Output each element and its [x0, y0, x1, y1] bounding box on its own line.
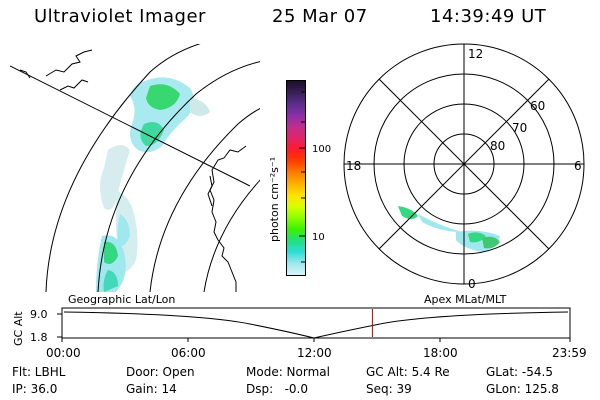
polar-diagonal-2	[378, 78, 550, 250]
mode-info: Mode: Normal	[246, 365, 330, 379]
instrument-title: Ultraviolet Imager	[34, 6, 206, 27]
mlt-label-0: 0	[468, 277, 476, 291]
timeline-xtick-1200: 12:00	[297, 346, 332, 360]
coastline	[19, 49, 247, 292]
timeline-left-label: Geographic Lat/Lon	[68, 293, 175, 306]
ip-info: IP: 36.0	[12, 382, 58, 396]
filter-info: Flt: LBHL	[12, 365, 66, 379]
seq-info: Seq: 39	[366, 382, 412, 396]
observation-date: 25 Mar 07	[272, 6, 368, 27]
longitude-line	[10, 65, 251, 187]
lat-label-70: 70	[512, 121, 527, 135]
latitude-grid	[45, 44, 260, 292]
mlt-label-12: 12	[468, 47, 483, 61]
timeline-ytick-high: 9.0	[30, 308, 48, 321]
mlt-label-6: 6	[574, 159, 582, 173]
lat-label-60: 60	[530, 99, 545, 113]
altitude-curve	[63, 311, 569, 339]
timeline-xtick-0600: 06:00	[171, 346, 206, 360]
door-info: Door: Open	[126, 365, 195, 379]
colorbar	[286, 80, 306, 276]
timeline-xtick-0000: 00:00	[46, 346, 81, 360]
timeline-axis-label: GC Alt	[12, 311, 25, 346]
timeline-xtick-2359: 23:59	[552, 346, 587, 360]
polar-aurora	[398, 206, 500, 252]
timeline-ticks	[61, 338, 571, 342]
mlt-label-18: 18	[346, 159, 361, 173]
timeline-frame	[61, 307, 571, 339]
timeline-ytick-low: 1.8	[30, 331, 48, 344]
glat-info: GLat: -54.5	[486, 365, 553, 379]
observation-time: 14:39:49 UT	[430, 6, 547, 27]
gain-info: Gain: 14	[126, 382, 177, 396]
lat-label-80: 80	[490, 139, 505, 153]
gc-alt-info: GC Alt: 5.4 Re	[366, 365, 450, 379]
glon-info: GLon: 125.8	[486, 382, 559, 396]
timeline-right-label: Apex MLat/MLT	[424, 293, 507, 306]
dsp-info: Dsp: -0.0	[246, 382, 309, 396]
timeline-xtick-1800: 18:00	[423, 346, 458, 360]
